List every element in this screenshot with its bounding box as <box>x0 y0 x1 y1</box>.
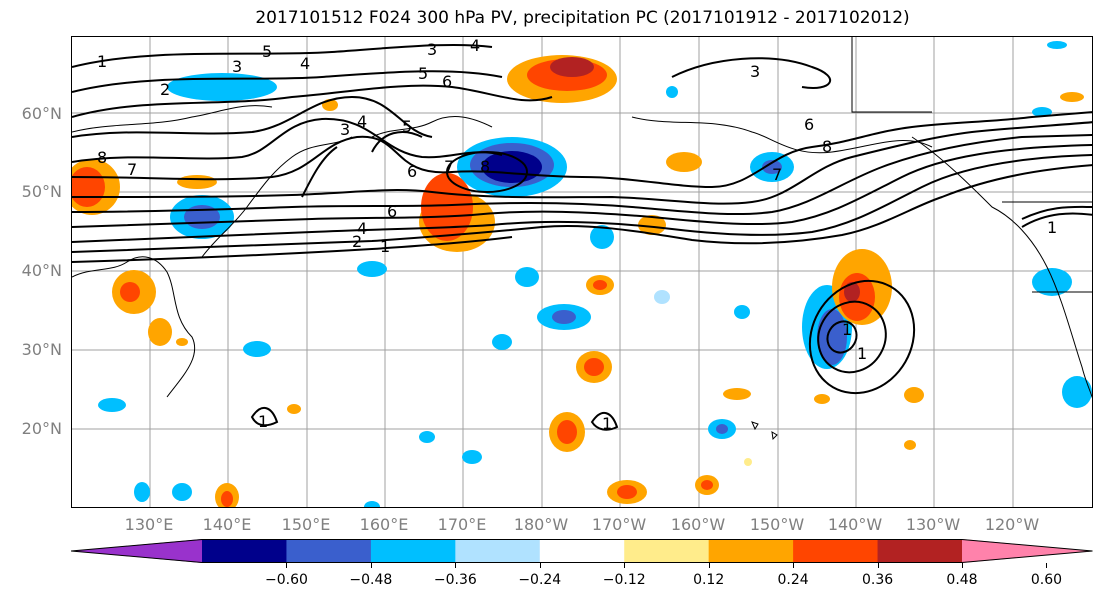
contour-label: 4 <box>357 219 367 238</box>
colorbar-segment <box>370 539 456 563</box>
colorbar-segment <box>539 539 625 563</box>
lon-label: 130°W <box>905 515 961 534</box>
colorbar-tick-label: −0.12 <box>602 572 646 588</box>
lon-label: 130°E <box>124 515 174 534</box>
colorbar-extend-max <box>962 539 1093 563</box>
contour-label: 4 <box>470 37 480 55</box>
contour-label: 6 <box>407 162 417 181</box>
contour-label: 8 <box>822 137 832 156</box>
contour-label: 7 <box>127 160 137 179</box>
colorbar-tickmark <box>370 563 372 568</box>
map-title: 2017101512 F024 300 hPa PV, precipitatio… <box>255 8 910 28</box>
lat-label-60n: 60°N <box>21 104 62 123</box>
coastlines <box>72 37 1092 441</box>
colorbar-segment <box>793 539 879 563</box>
contour-label: 2 <box>352 232 362 251</box>
colorbar-tick-label: 0.24 <box>777 572 809 588</box>
map-canvas: 1 5 3 4 5 6 2 3 4 5 6 3 4 8 7 6 4 2 1 7 … <box>72 37 1092 507</box>
lat-label-40n: 40°N <box>21 261 62 280</box>
colorbar-segment <box>624 539 710 563</box>
colorbar-segments <box>202 539 963 563</box>
colorbar-tickmark <box>793 563 795 568</box>
contour-label: 8 <box>480 157 490 176</box>
colorbar-segment <box>708 539 794 563</box>
colorbar-tickmark <box>1046 563 1048 568</box>
lat-label-50n: 50°N <box>21 182 62 201</box>
colorbar-tickmark <box>286 563 288 568</box>
map-panel: 1 5 3 4 5 6 2 3 4 5 6 3 4 8 7 6 4 2 1 7 … <box>71 36 1093 508</box>
colorbar-segment <box>877 539 963 563</box>
colorbar-tick-label: 0.48 <box>946 572 978 588</box>
contour-label: 1 <box>1047 218 1057 237</box>
lon-label: 140°W <box>827 515 883 534</box>
contour-label: 7 <box>444 157 454 176</box>
contour-label: 3 <box>427 40 437 59</box>
colorbar-tick-label: 0.12 <box>693 572 725 588</box>
colorbar-outline <box>71 539 1093 563</box>
lon-label: 150°E <box>281 515 331 534</box>
contour-label: 1 <box>97 52 107 71</box>
lat-label-30n: 30°N <box>21 340 62 359</box>
contour-label: 4 <box>357 112 367 131</box>
colorbar-tickmark <box>624 563 626 568</box>
contour-label: 4 <box>300 54 310 73</box>
colorbar-tick-label: −0.24 <box>518 572 562 588</box>
contour-label: 6 <box>804 115 814 134</box>
colorbar <box>71 539 1093 563</box>
contour-label: 3 <box>750 62 760 81</box>
colorbar-tick-label: −0.36 <box>433 572 477 588</box>
contour-label: 1 <box>258 412 268 431</box>
colorbar-tickmark <box>962 563 963 568</box>
contour-label: 3 <box>340 120 350 139</box>
precip-negative-shading <box>98 41 1092 507</box>
contour-label: 6 <box>387 202 397 221</box>
contour-label: 2 <box>160 80 170 99</box>
lon-label: 170°W <box>591 515 647 534</box>
contour-label: 1 <box>380 237 390 256</box>
colorbar-tickmark <box>877 563 879 568</box>
pv-contours <box>72 43 1092 431</box>
contour-label: 7 <box>772 165 782 184</box>
lon-label: 180°W <box>513 515 569 534</box>
colorbar-tickmark <box>539 563 541 568</box>
colorbar-tick-label: −0.60 <box>264 572 308 588</box>
colorbar-tick-label: 0.60 <box>1030 572 1063 588</box>
colorbar-extend-min <box>71 539 202 563</box>
contour-label: 3 <box>232 57 242 76</box>
lon-label: 160°W <box>670 515 726 534</box>
lon-label: 170°E <box>437 515 487 534</box>
contour-label: 5 <box>262 42 272 61</box>
precip-positive-shading <box>72 55 1084 507</box>
lon-label: 140°E <box>202 515 252 534</box>
contour-label: 6 <box>442 72 452 91</box>
colorbar-segment <box>286 539 372 563</box>
lon-label: 150°W <box>749 515 805 534</box>
contour-label: 8 <box>97 148 107 167</box>
contour-label: 1 <box>842 320 852 339</box>
colorbar-segment <box>202 539 287 563</box>
lon-label: 120°W <box>984 515 1040 534</box>
contour-label: 1 <box>857 344 867 363</box>
lon-label: 160°E <box>359 515 409 534</box>
colorbar-segment <box>455 539 541 563</box>
contour-label: 1 <box>602 414 612 433</box>
contour-label: 5 <box>402 117 412 136</box>
colorbar-tick-label: 0.36 <box>861 572 894 588</box>
colorbar-tickmark <box>455 563 457 568</box>
contour-label: 5 <box>418 64 428 83</box>
lat-label-20n: 20°N <box>21 419 62 438</box>
colorbar-tickmark <box>708 563 710 568</box>
colorbar-tick-label: −0.48 <box>349 572 393 588</box>
